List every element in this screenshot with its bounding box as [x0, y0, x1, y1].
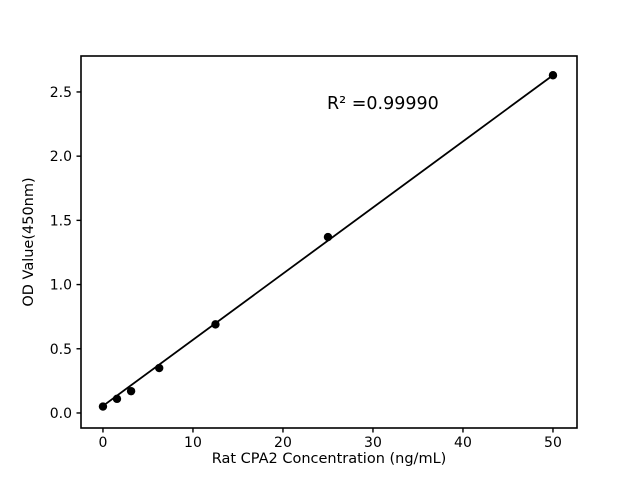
y-tick-label: 1.5	[50, 213, 72, 229]
data-point	[323, 232, 333, 242]
y-axis-label: OD Value(450nm)	[21, 177, 37, 306]
data-point	[98, 402, 108, 411]
x-tick-label: 40	[454, 435, 472, 451]
data-point	[155, 363, 164, 373]
x-tick-label: 10	[184, 435, 202, 451]
x-tick-label: 20	[274, 435, 292, 451]
y-tick-label: 2.0	[50, 149, 72, 165]
x-axis-label: Rat CPA2 Concentration (ng/mL)	[212, 451, 447, 467]
data-point	[112, 394, 122, 404]
y-tick-label: 0.0	[50, 406, 72, 422]
x-tick-label: 30	[364, 435, 382, 451]
axes-spines	[80, 55, 578, 429]
y-tick-label: 0.5	[50, 342, 72, 358]
data-point	[126, 386, 136, 396]
y-tick-label: 1.0	[50, 278, 72, 294]
data-point	[211, 320, 220, 329]
y-tick-label: 2.5	[50, 85, 72, 101]
x-tick-label: 50	[544, 435, 562, 451]
data-point	[548, 71, 558, 80]
r-squared-annotation: R² =0.99990	[327, 94, 439, 114]
x-tick-label: 0	[98, 435, 107, 451]
